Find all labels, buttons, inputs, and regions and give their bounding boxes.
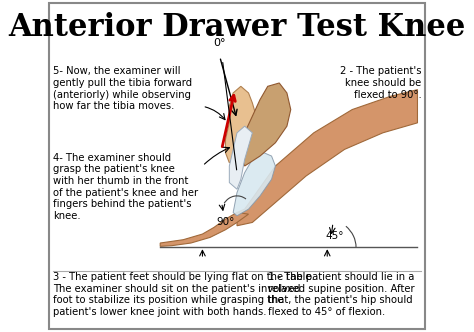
Polygon shape [233, 153, 275, 216]
Text: 3 - The patient feet should be lying flat on the table.
The examiner should sit : 3 - The patient feet should be lying fla… [53, 272, 314, 317]
Text: Anterior Drawer Test Knee: Anterior Drawer Test Knee [9, 12, 465, 42]
Text: 0°: 0° [213, 38, 226, 48]
Text: 2 - The patient's
knee should be
flexed to 90°.: 2 - The patient's knee should be flexed … [340, 66, 421, 100]
Polygon shape [226, 86, 256, 163]
Text: 4- The examiner should
grasp the patient's knee
with her thumb in the front
of t: 4- The examiner should grasp the patient… [53, 153, 198, 221]
Polygon shape [237, 90, 418, 226]
Text: 90°: 90° [216, 217, 234, 227]
Polygon shape [160, 212, 248, 246]
Text: 1 - The patient should lie in a
relaxed supine position. After
that, the patient: 1 - The patient should lie in a relaxed … [268, 272, 414, 317]
Text: 45°: 45° [325, 231, 344, 241]
Text: 5- Now, the examiner will
gently pull the tibia forward
(anteriorly) while obser: 5- Now, the examiner will gently pull th… [53, 66, 192, 111]
Polygon shape [237, 83, 291, 166]
Polygon shape [229, 126, 252, 189]
